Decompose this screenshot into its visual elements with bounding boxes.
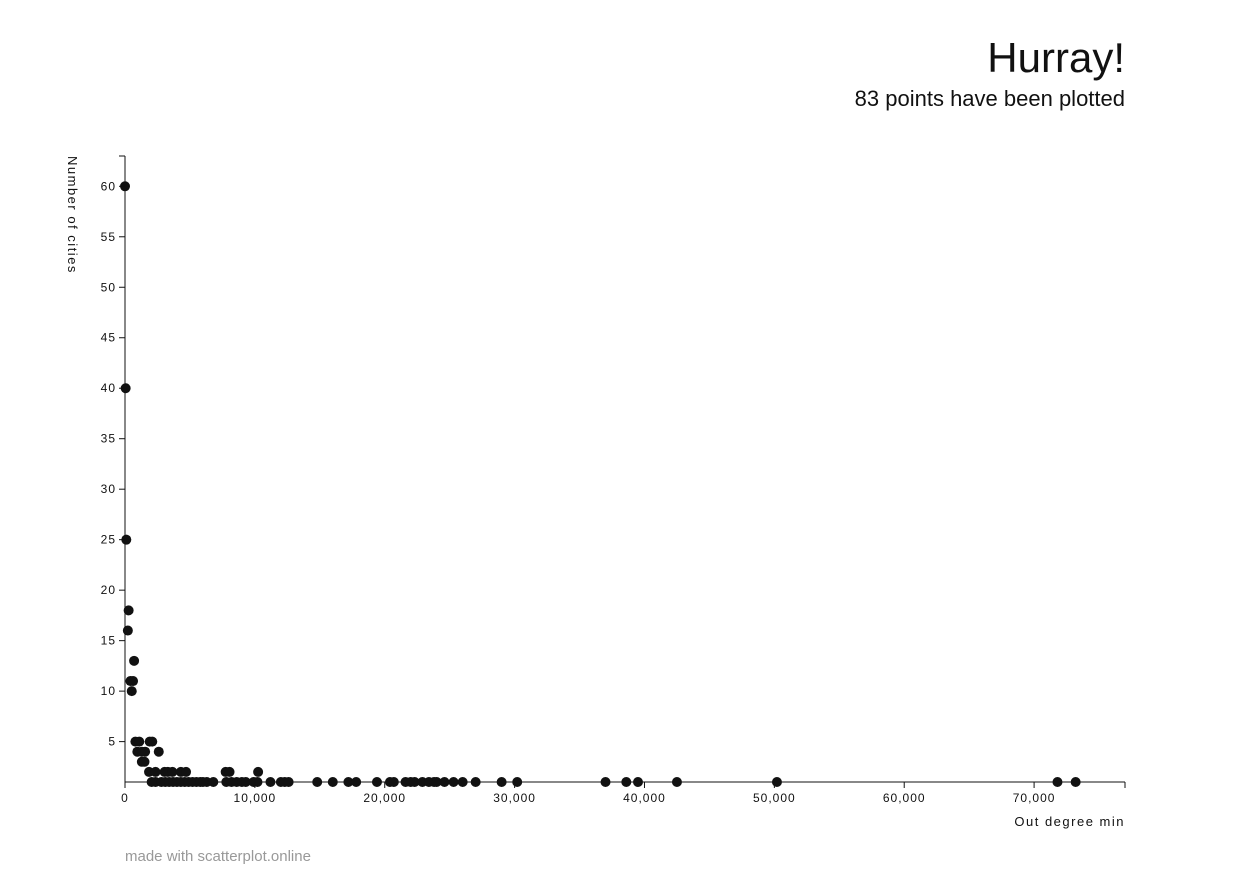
x-tick-label: 50,000 (753, 791, 796, 805)
data-point (147, 736, 158, 747)
data-point (139, 756, 150, 767)
x-tick-label: 70,000 (1013, 791, 1056, 805)
chart-subtitle: 83 points have been plotted (854, 86, 1125, 111)
x-tick-label: 10,000 (234, 791, 277, 805)
data-point (120, 383, 131, 394)
y-tick-label: 30 (101, 482, 116, 496)
x-tick-label: 0 (121, 791, 129, 805)
data-point (167, 766, 178, 777)
data-point (123, 605, 134, 616)
y-tick-label: 45 (101, 331, 116, 345)
y-axis-label: Number of cities (65, 156, 80, 274)
data-point (134, 736, 145, 747)
x-tick-label: 30,000 (493, 791, 536, 805)
data-point (224, 766, 235, 777)
y-tick-label: 20 (101, 583, 116, 597)
data-point (253, 766, 264, 777)
data-point (140, 746, 151, 757)
x-tick-label: 40,000 (623, 791, 666, 805)
axes-layer: 0 10,000 20,000 30,000 40,000 50,000 60,000 70,… (101, 155, 1126, 805)
x-axis-label: Out degree min (1014, 814, 1125, 829)
y-tick-label: 35 (101, 432, 116, 446)
chart-title: Hurray! (987, 34, 1125, 81)
data-point (126, 686, 137, 697)
x-tick-label: 60,000 (883, 791, 926, 805)
footer-credit: made with scatterplot.online (125, 848, 311, 865)
y-tick-label: 5 (108, 735, 116, 749)
data-point (121, 534, 132, 545)
y-tick-label: 60 (101, 179, 116, 193)
y-tick-label: 55 (101, 230, 116, 244)
data-point (181, 766, 192, 777)
y-tick-label: 25 (101, 533, 116, 547)
y-tick-label: 10 (101, 684, 116, 698)
x-tick-label: 20,000 (363, 791, 406, 805)
data-point (153, 746, 164, 757)
y-tick-label: 50 (101, 280, 116, 294)
data-point (122, 625, 133, 636)
y-tick-label: 15 (101, 634, 116, 648)
y-tick-label: 40 (101, 381, 116, 395)
data-point (128, 676, 139, 687)
data-point (129, 655, 140, 666)
data-point (150, 766, 161, 777)
points-layer (120, 181, 1081, 787)
